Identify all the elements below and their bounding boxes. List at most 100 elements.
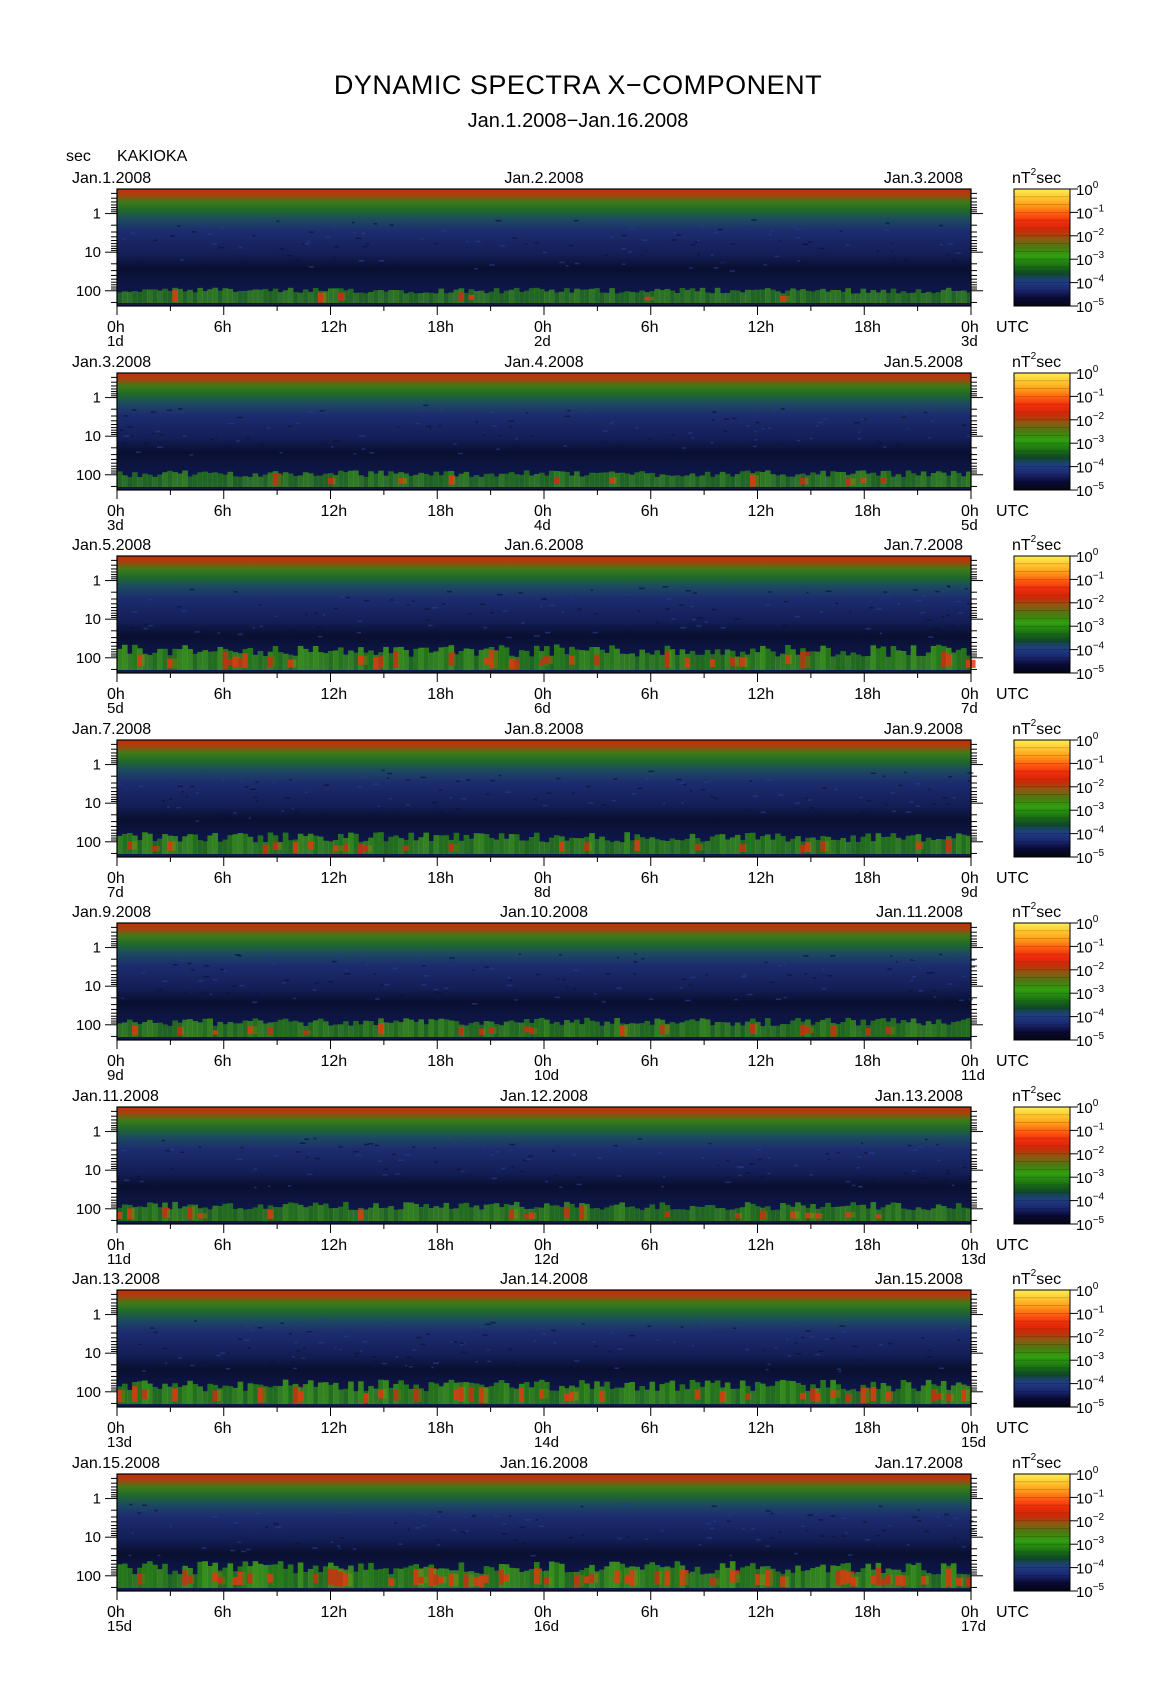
noise-speck [911, 1516, 918, 1518]
noise-speck [688, 984, 693, 986]
activity-stripe [398, 646, 404, 671]
noise-speck [549, 636, 553, 638]
noise-speck [944, 1179, 950, 1181]
colorbar-tick-label: 10−1 [1076, 1304, 1105, 1323]
activity-stripe [755, 471, 761, 488]
noise-speck [859, 811, 865, 814]
activity-stripe [323, 1382, 329, 1405]
activity-peak [765, 1569, 774, 1587]
noise-speck [580, 1505, 584, 1508]
activity-stripe [704, 1380, 711, 1405]
noise-speck [802, 262, 808, 264]
noise-speck [577, 608, 582, 610]
noise-speck [725, 1181, 732, 1183]
noise-speck [884, 776, 888, 778]
activity-stripe [137, 477, 143, 488]
activity-stripe [478, 1209, 485, 1222]
noise-speck [710, 441, 714, 444]
activity-peak [152, 846, 161, 852]
noise-speck [395, 1356, 399, 1358]
x-tick-label: 0h [961, 870, 979, 887]
activity-stripe [930, 1574, 937, 1589]
colorbar-tick-label: 10−5 [1076, 1398, 1105, 1417]
activity-peak [860, 1387, 870, 1403]
activity-stripe [694, 1206, 701, 1222]
noise-speck [645, 778, 650, 780]
activity-stripe [307, 291, 314, 304]
activity-stripe [217, 1205, 224, 1222]
noise-speck [890, 454, 896, 457]
noise-speck [607, 1350, 612, 1353]
noise-speck [275, 1526, 281, 1529]
noise-speck [863, 418, 867, 421]
noise-speck [676, 234, 681, 236]
noise-speck [682, 978, 687, 981]
activity-stripe [443, 1382, 450, 1405]
activity-stripe [950, 1563, 957, 1589]
activity-stripe [528, 475, 535, 488]
activity-stripe [644, 838, 651, 855]
activity-stripe [282, 472, 289, 488]
activity-stripe [483, 1204, 490, 1222]
noise-speck [951, 818, 955, 820]
noise-speck [839, 1507, 845, 1509]
activity-stripe [428, 1208, 435, 1222]
activity-stripe [549, 470, 555, 488]
noise-speck [910, 979, 914, 982]
colorbar-tick-label: 100 [1076, 1465, 1099, 1484]
panel-bottom-band [117, 1037, 971, 1040]
activity-stripe [428, 652, 435, 671]
activity-stripe [493, 1570, 500, 1589]
noise-speck [814, 811, 817, 814]
activity-stripe [835, 654, 841, 671]
noise-speck [332, 440, 338, 442]
noise-speck [364, 1364, 370, 1367]
noise-speck [726, 1159, 729, 1162]
activity-stripe [699, 1207, 706, 1222]
noise-speck [181, 411, 184, 413]
activity-stripe [634, 656, 640, 671]
noise-speck [366, 963, 369, 966]
activity-stripe [729, 290, 736, 304]
noise-speck [805, 797, 808, 800]
noise-speck [378, 260, 385, 262]
activity-stripe [755, 1206, 761, 1222]
noise-speck [422, 1524, 426, 1527]
activity-stripe [780, 836, 786, 855]
activity-stripe [323, 1021, 329, 1038]
noise-speck [267, 1185, 270, 1187]
activity-stripe [634, 1566, 640, 1589]
activity-stripe [287, 1202, 294, 1222]
noise-speck [405, 779, 411, 781]
noise-speck [924, 1530, 929, 1533]
activity-stripe [212, 651, 218, 671]
activity-stripe [227, 1386, 234, 1405]
activity-stripe [679, 649, 686, 671]
activity-stripe [297, 475, 304, 488]
activity-stripe [498, 833, 505, 855]
activity-stripe [860, 1204, 867, 1222]
activity-stripe [368, 650, 374, 671]
noise-speck [121, 996, 126, 998]
noise-speck [551, 1329, 556, 1332]
activity-stripe [343, 1388, 349, 1405]
noise-speck [933, 989, 937, 992]
noise-speck [636, 787, 643, 790]
noise-speck [255, 800, 259, 802]
panel-mid-date: Jan.12.2008 [500, 1088, 588, 1105]
activity-stripe [785, 1024, 791, 1038]
activity-stripe [358, 1563, 364, 1589]
x-tick-label: 6h [214, 870, 232, 887]
noise-speck [354, 1352, 360, 1355]
activity-stripe [252, 1561, 259, 1589]
activity-stripe [282, 653, 289, 671]
activity-stripe [549, 1561, 555, 1589]
activity-stripe [950, 471, 957, 488]
noise-speck [179, 959, 185, 961]
activity-stripe [338, 1024, 344, 1038]
noise-speck [763, 1349, 766, 1351]
noise-speck [426, 1333, 430, 1335]
noise-speck [131, 1532, 134, 1535]
noise-speck [189, 454, 194, 456]
activity-stripe [639, 1386, 645, 1405]
